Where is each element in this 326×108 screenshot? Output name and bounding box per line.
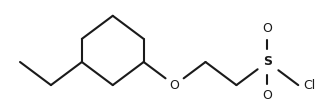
Text: O: O — [170, 79, 180, 92]
Text: O: O — [262, 89, 272, 102]
Text: S: S — [263, 56, 272, 68]
Text: O: O — [262, 22, 272, 35]
Text: Cl: Cl — [303, 79, 315, 92]
